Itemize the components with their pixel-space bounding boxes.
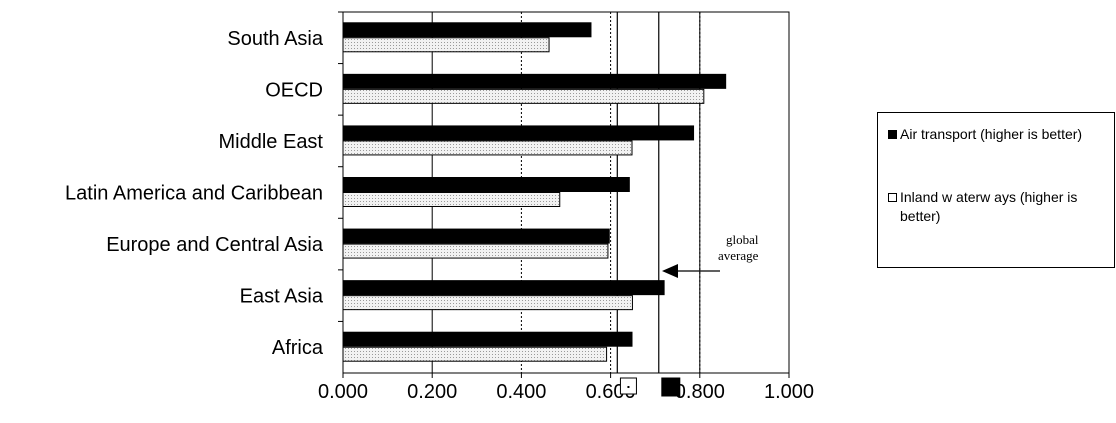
legend: Air transport (higher is better) Inland …: [877, 112, 1115, 268]
bar-air-transport: [342, 22, 592, 38]
bar-inland-waterways: [342, 243, 609, 259]
global-average-annotation: global average: [718, 232, 762, 263]
bar-inland-waterways: [342, 295, 633, 311]
bar-inland-waterways: [342, 346, 608, 362]
category-label: Middle East: [219, 131, 324, 153]
white-square-icon: [888, 193, 897, 202]
x-tick-label: 0.400: [496, 381, 546, 403]
bar-inland-waterways: [342, 88, 705, 104]
legend-label-inland-waterways: Inland w aterw ays (higher is better): [900, 189, 1078, 224]
category-label: East Asia: [240, 286, 324, 308]
bar-air-transport: [342, 331, 633, 347]
legend-item-air-transport: Air transport (higher is better): [888, 125, 1110, 144]
legend-item-inland-waterways: Inland w aterw ays (higher is better): [888, 188, 1110, 226]
bar-inland-waterways: [342, 37, 550, 53]
bar-air-transport: [342, 228, 610, 244]
x-tick-label: 0.800: [675, 381, 725, 403]
x-tick-label: 1.000: [764, 381, 814, 403]
category-label: Africa: [272, 337, 324, 359]
x-tick-label: 0.200: [407, 381, 457, 403]
category-label: Europe and Central Asia: [106, 234, 324, 256]
category-label: OECD: [265, 79, 323, 101]
black-square-icon: [888, 130, 897, 139]
air-transport-average-marker: [661, 377, 681, 397]
x-tick-label: 0.000: [318, 381, 368, 403]
global-average-arrow: [662, 264, 720, 278]
category-label: Latin America and Caribbean: [65, 183, 323, 205]
inland-waterways-average-dot: [627, 386, 630, 388]
bar-air-transport: [342, 177, 630, 192]
bar-air-transport: [342, 73, 727, 89]
bar-inland-waterways: [342, 140, 633, 156]
bar-air-transport: [342, 125, 695, 141]
bar-air-transport: [342, 280, 665, 296]
category-label: South Asia: [227, 28, 324, 50]
legend-label-air-transport: Air transport (higher is better): [900, 126, 1083, 142]
bar-inland-waterways: [342, 192, 561, 207]
